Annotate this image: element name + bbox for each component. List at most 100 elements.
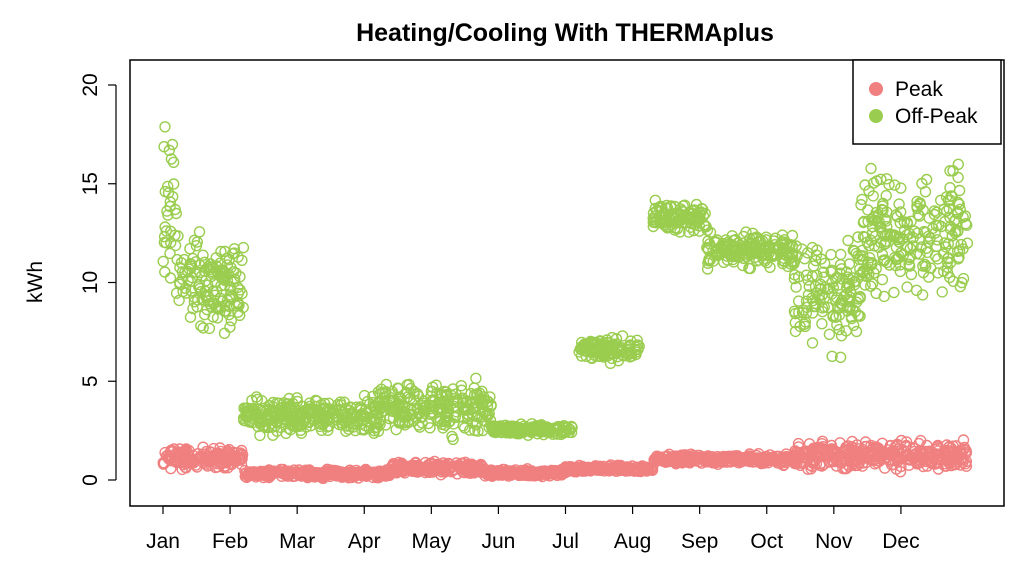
point-off-peak — [921, 246, 933, 259]
point-off-peak — [873, 241, 885, 254]
point-off-peak — [919, 258, 931, 271]
point-off-peak — [910, 284, 923, 296]
point-off-peak — [373, 417, 385, 429]
point-off-peak — [471, 417, 483, 429]
point-off-peak — [904, 251, 916, 264]
point-off-peak — [617, 350, 630, 362]
point-off-peak — [799, 320, 811, 332]
point-peak — [895, 448, 907, 460]
point-off-peak — [857, 216, 870, 229]
point-off-peak — [376, 387, 389, 400]
point-off-peak — [267, 396, 279, 409]
point-off-peak — [470, 372, 482, 384]
point-off-peak — [816, 318, 828, 330]
point-peak — [256, 468, 269, 481]
data-points — [157, 121, 974, 484]
point-off-peak — [835, 330, 848, 342]
point-off-peak — [173, 294, 185, 307]
point-off-peak — [760, 231, 772, 243]
point-peak — [301, 465, 313, 477]
point-peak — [861, 452, 873, 464]
point-off-peak — [289, 420, 301, 432]
point-peak — [589, 462, 602, 475]
point-off-peak — [163, 144, 176, 157]
point-off-peak — [810, 300, 822, 312]
point-off-peak — [383, 395, 396, 407]
point-off-peak — [224, 321, 236, 333]
point-off-peak — [822, 283, 834, 295]
point-peak — [934, 454, 947, 466]
point-off-peak — [956, 276, 968, 289]
point-off-peak — [871, 215, 883, 228]
point-off-peak — [374, 403, 386, 416]
point-off-peak — [321, 421, 334, 433]
point-off-peak — [872, 209, 884, 221]
point-off-peak — [565, 420, 578, 433]
point-off-peak — [878, 290, 890, 303]
point-off-peak — [164, 272, 177, 284]
point-off-peak — [345, 402, 357, 414]
point-off-peak — [655, 205, 667, 217]
point-off-peak — [859, 279, 871, 291]
point-peak — [575, 464, 587, 476]
point-off-peak — [203, 322, 216, 335]
point-off-peak — [747, 233, 759, 245]
point-peak — [559, 461, 572, 473]
point-off-peak — [218, 305, 231, 317]
point-peak — [351, 467, 363, 480]
legend-label-peak: Peak — [895, 78, 943, 101]
point-off-peak — [836, 273, 849, 285]
point-off-peak — [527, 423, 540, 435]
x-tick-label-apr: Apr — [348, 530, 381, 553]
point-off-peak — [901, 281, 913, 293]
point-off-peak — [380, 419, 392, 431]
point-off-peak — [787, 255, 800, 267]
point-off-peak — [478, 407, 491, 419]
point-off-peak — [501, 425, 513, 437]
point-peak — [695, 457, 708, 469]
point-off-peak — [832, 301, 844, 313]
point-off-peak — [863, 268, 875, 280]
point-off-peak — [941, 267, 954, 279]
point-off-peak — [856, 253, 868, 266]
point-off-peak — [880, 215, 892, 227]
point-off-peak — [400, 410, 412, 422]
point-off-peak — [465, 407, 478, 419]
point-off-peak — [806, 337, 819, 349]
point-off-peak — [456, 384, 468, 396]
point-off-peak — [943, 203, 955, 215]
point-peak — [947, 451, 959, 464]
point-off-peak — [912, 208, 924, 221]
point-off-peak — [470, 419, 482, 431]
point-off-peak — [817, 266, 830, 278]
point-off-peak — [476, 393, 488, 405]
point-off-peak — [877, 254, 890, 266]
point-off-peak — [294, 420, 306, 432]
point-off-peak — [630, 346, 642, 358]
point-off-peak — [751, 255, 763, 267]
point-peak — [359, 467, 372, 479]
point-off-peak — [826, 350, 838, 362]
point-off-peak — [291, 392, 303, 404]
point-off-peak — [214, 292, 227, 305]
point-peak — [924, 448, 937, 460]
point-off-peak — [157, 255, 169, 268]
y-tick-label: 0 — [79, 474, 102, 486]
point-peak — [606, 464, 618, 476]
x-tick-label-jun: Jun — [481, 530, 515, 553]
point-peak — [884, 439, 897, 452]
point-off-peak — [304, 400, 316, 413]
point-off-peak — [207, 261, 219, 273]
point-peak — [846, 443, 858, 456]
point-off-peak — [859, 179, 871, 191]
point-off-peak — [372, 425, 385, 437]
point-off-peak — [695, 206, 707, 218]
point-peak — [521, 463, 534, 475]
point-off-peak — [193, 226, 206, 238]
point-off-peak — [457, 402, 469, 414]
point-off-peak — [936, 286, 948, 298]
point-peak — [333, 468, 346, 480]
point-off-peak — [702, 235, 714, 247]
point-peak — [370, 471, 383, 484]
